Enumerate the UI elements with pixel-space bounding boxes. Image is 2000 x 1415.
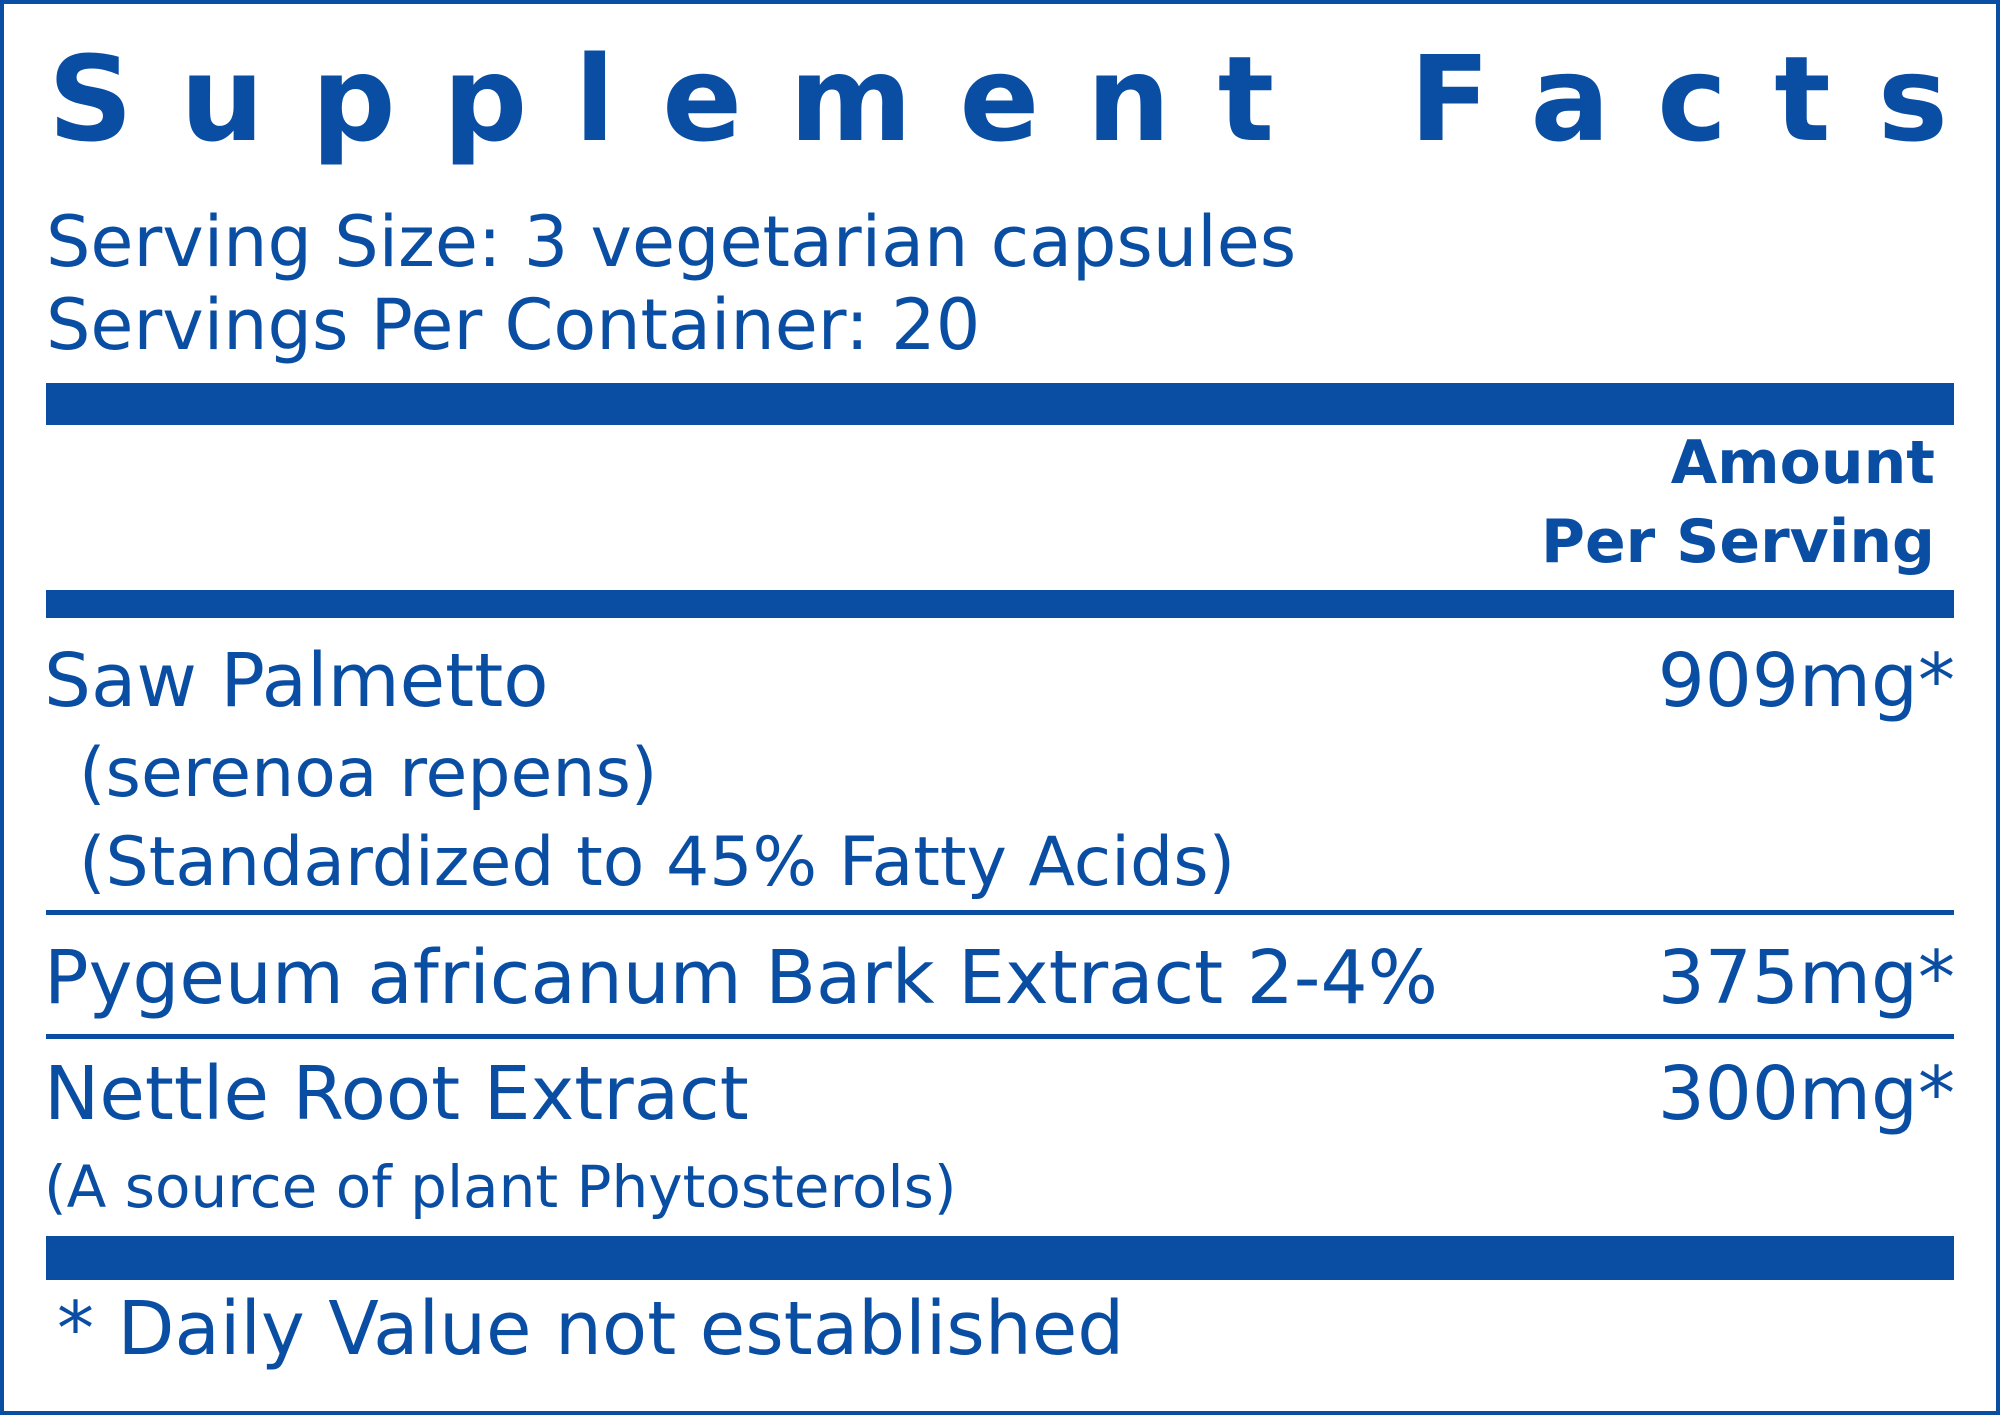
ingredient-note: (serenoa repens) (79, 734, 657, 813)
column-header: Amount (1671, 428, 1935, 498)
ingredient-note: (Standardized to 45% Fatty Acids) (79, 823, 1235, 902)
ingredient-amount: 300mg* (1658, 1051, 1955, 1137)
ingredient-note: (A source of plant Phytosterols) (44, 1153, 956, 1221)
servings-per-container: Servings Per Container: 20 (46, 284, 980, 366)
thin-rule (46, 1034, 1954, 1039)
thick-rule (46, 383, 1954, 425)
footnote: * Daily Value not established (57, 1286, 1124, 1372)
thick-rule (46, 1236, 1954, 1280)
thin-rule (46, 910, 1954, 915)
ingredient-amount: 375mg* (1658, 935, 1955, 1021)
ingredient-name: Nettle Root Extract (44, 1051, 749, 1137)
column-header: Per Serving (1541, 507, 1935, 577)
ingredient-amount: 909mg* (1658, 638, 1955, 724)
title: Supplement Facts (48, 30, 1948, 168)
ingredient-name: Saw Palmetto (44, 638, 549, 724)
medium-rule (46, 590, 1954, 618)
ingredient-name: Pygeum africanum Bark Extract 2-4% (44, 935, 1438, 1021)
serving-size: Serving Size: 3 vegetarian capsules (46, 201, 1296, 283)
